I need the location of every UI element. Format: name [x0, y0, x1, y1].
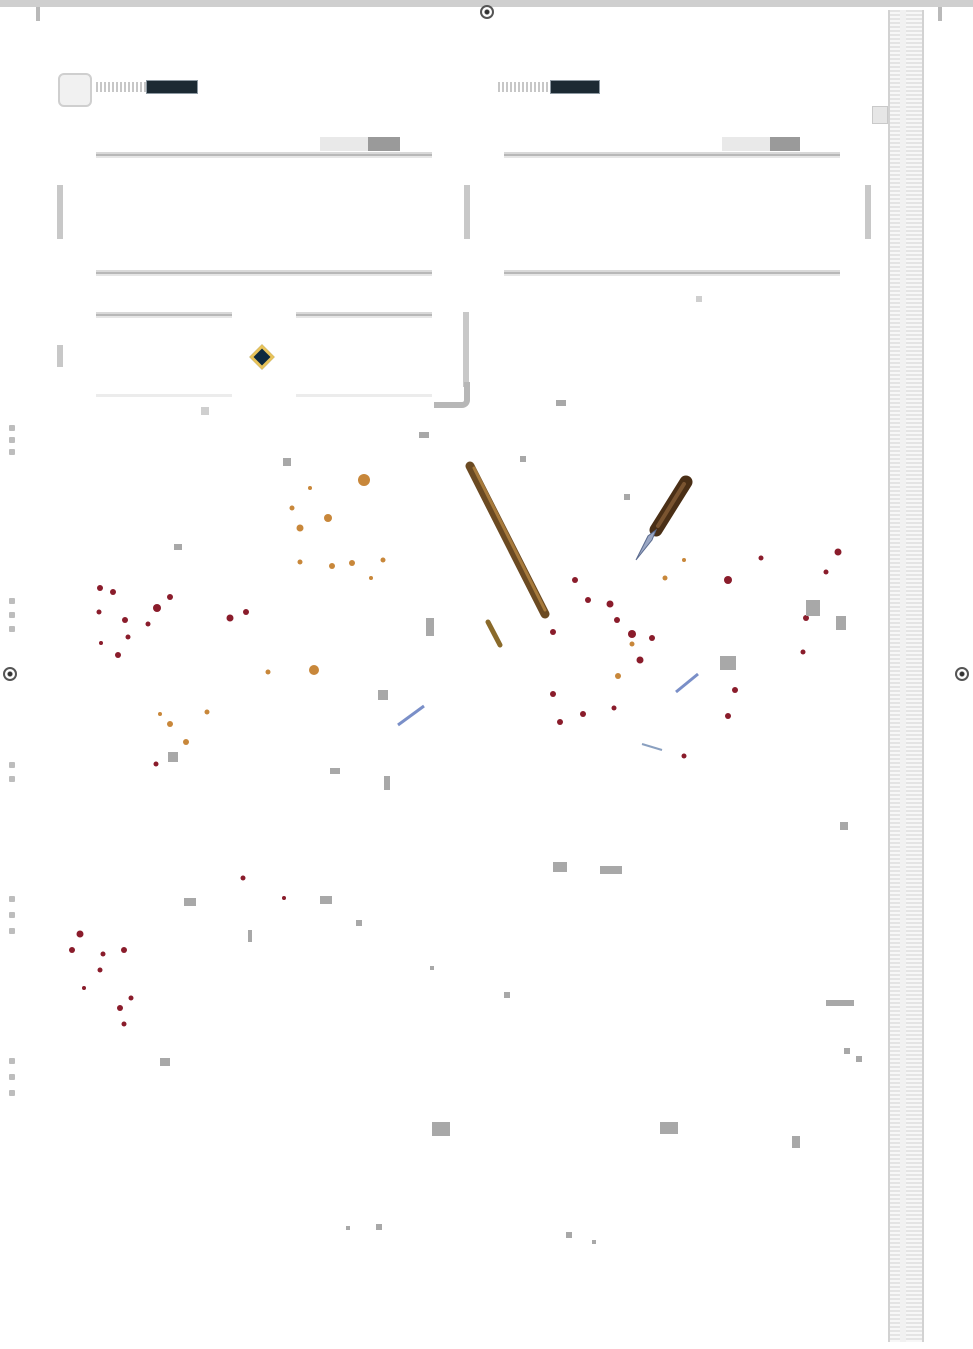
- left-margin-bar: [57, 185, 63, 239]
- small-mark: [201, 407, 209, 415]
- gutter-mark: [9, 598, 15, 604]
- code-tag-right: [722, 137, 774, 151]
- header-dots-right: [498, 82, 550, 92]
- left-page-right-bar: [464, 185, 470, 239]
- gutter-mark: [9, 612, 15, 618]
- code-tag-left-dark: [368, 137, 400, 151]
- gutter-mark: [9, 425, 15, 431]
- rule-left-col2: [296, 312, 432, 318]
- rule-right-top: [504, 152, 840, 158]
- gutter-mark: [9, 1090, 15, 1096]
- gutter-mark: [9, 1058, 15, 1064]
- strip-handle[interactable]: [872, 106, 888, 124]
- gutter-mark: [9, 896, 15, 902]
- crop-tick-left: [36, 7, 40, 21]
- crop-tick-right: [938, 7, 942, 21]
- code-tag-left: [320, 137, 368, 151]
- header-label-left: [146, 80, 198, 94]
- rule-left-col1: [96, 312, 232, 318]
- code-tag-right-dark: [770, 137, 800, 151]
- knife-icon: [635, 475, 693, 561]
- gutter-mark: [9, 449, 15, 455]
- rule-right-mid: [504, 270, 840, 276]
- gutter-mark: [9, 626, 15, 632]
- rule-left-top: [96, 152, 432, 158]
- header-label-right: [550, 80, 600, 94]
- small-mark: [696, 296, 702, 302]
- header-dots: [96, 82, 146, 92]
- gutter-mark: [9, 912, 15, 918]
- gutter-mark: [9, 776, 15, 782]
- gutter-mark: [9, 437, 15, 443]
- left-page-divider: [463, 312, 469, 387]
- registration-target-icon: [3, 667, 17, 681]
- left-margin-bar-small: [57, 345, 63, 367]
- gutter-mark: [9, 1074, 15, 1080]
- pen-icon: [465, 461, 550, 648]
- corner-bracket: [434, 382, 470, 408]
- registration-target-icon: [955, 667, 969, 681]
- logo-icon: [58, 73, 92, 107]
- registration-target-icon: [480, 5, 494, 19]
- right-scroll-strip[interactable]: [888, 10, 924, 1342]
- rule-left-mid: [96, 270, 432, 276]
- gutter-mark: [9, 762, 15, 768]
- right-strip-track: [900, 10, 906, 1342]
- gutter-mark: [9, 928, 15, 934]
- right-margin-bar: [865, 185, 871, 239]
- top-frame-bar: [0, 0, 973, 7]
- rule-left-col1-bottom: [96, 394, 232, 397]
- rule-left-col2-bottom: [296, 394, 432, 397]
